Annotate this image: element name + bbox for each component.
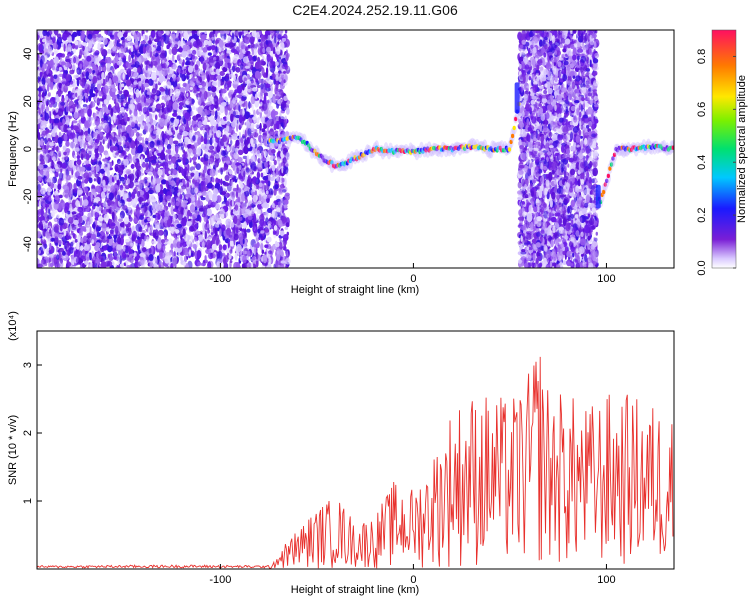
- chart-title: C2E4.2024.252.19.11.G06: [292, 2, 458, 18]
- noise-blob: [58, 150, 62, 158]
- noise-blob: [167, 238, 173, 245]
- noise-blob: [47, 92, 51, 97]
- noise-blob: [200, 102, 206, 107]
- noise-blob: [191, 106, 196, 110]
- noise-blob: [274, 115, 280, 123]
- noise-blob: [230, 139, 233, 146]
- noise-blob: [129, 88, 133, 93]
- noise-blob: [273, 159, 277, 166]
- noise-blob: [37, 152, 40, 156]
- noise-blob: [81, 248, 86, 255]
- noise-blob: [154, 114, 158, 121]
- noise-blob: [168, 48, 172, 55]
- noise-blob: [117, 83, 121, 91]
- noise-blob: [53, 84, 57, 90]
- noise-blob: [192, 166, 195, 171]
- noise-blob: [251, 104, 254, 112]
- noise-region-0: [37, 30, 291, 268]
- noise-blob: [107, 253, 110, 258]
- noise-blob: [48, 262, 51, 268]
